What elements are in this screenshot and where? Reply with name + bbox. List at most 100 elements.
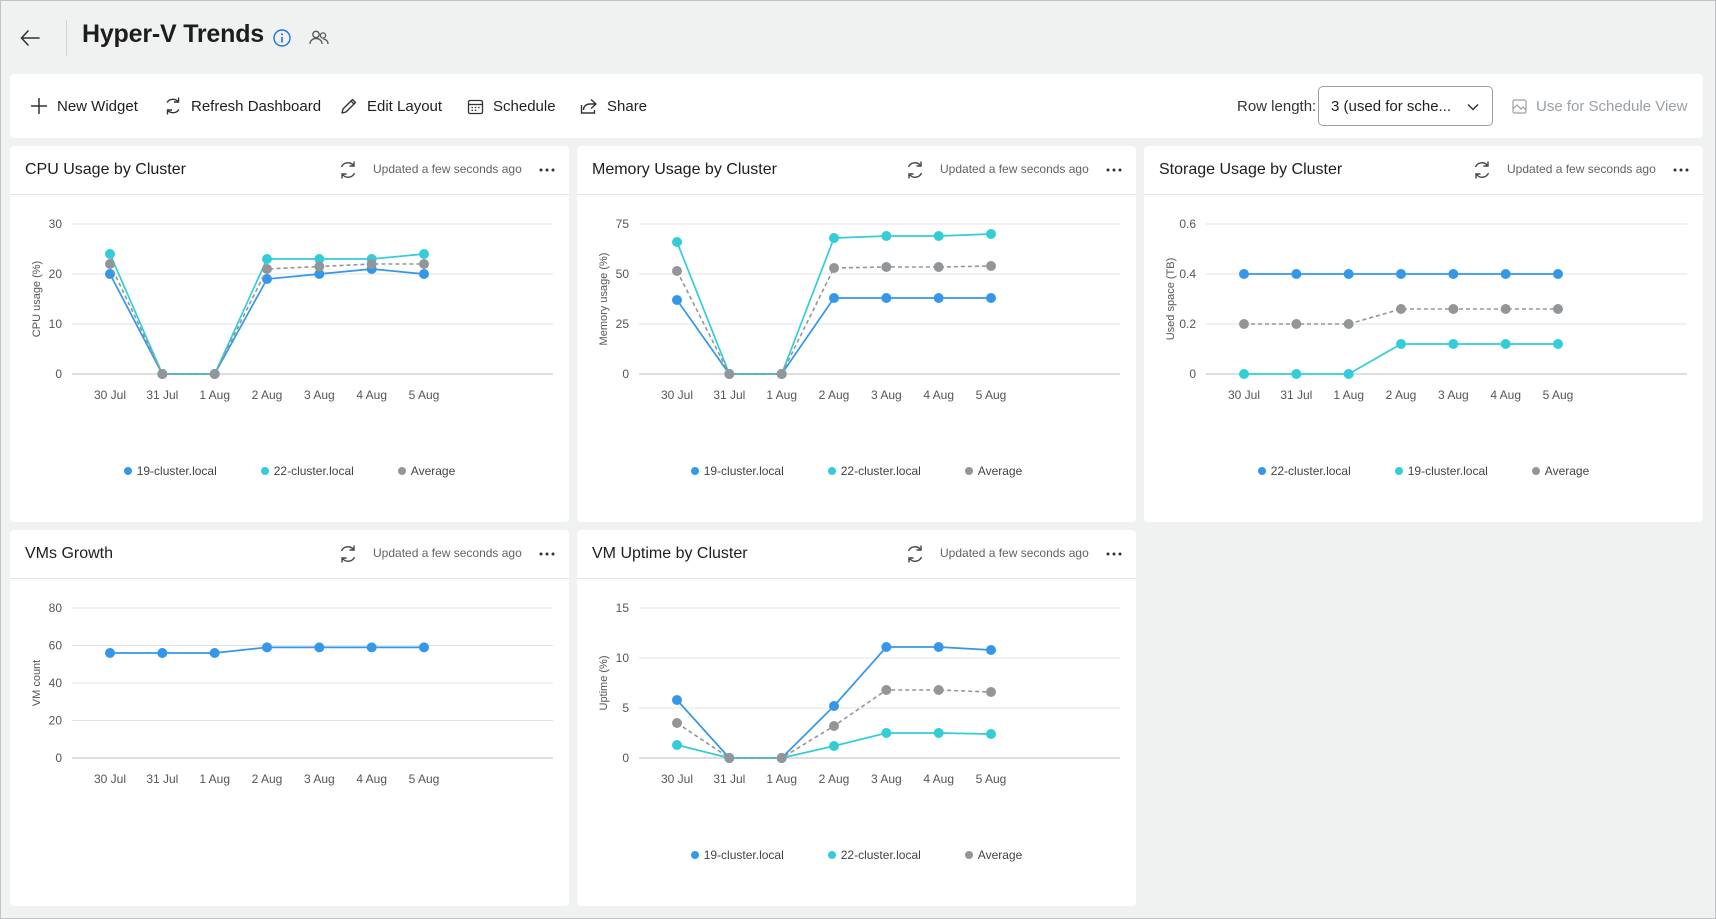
legend-item[interactable]: 22-cluster.local (1257, 464, 1351, 478)
data-point[interactable] (1291, 269, 1302, 279)
data-point[interactable] (881, 293, 892, 303)
data-point[interactable] (986, 729, 996, 739)
data-point[interactable] (157, 369, 168, 379)
data-point[interactable] (933, 293, 944, 303)
data-point[interactable] (672, 295, 682, 305)
widget-refresh-icon[interactable] (1471, 159, 1493, 181)
use-for-schedule-view-button[interactable]: Use for Schedule View (1512, 88, 1687, 124)
legend-item[interactable]: 22-cluster.local (827, 464, 921, 478)
info-icon[interactable] (272, 28, 292, 48)
data-point[interactable] (1343, 369, 1354, 379)
schedule-button[interactable]: Schedule (467, 88, 556, 124)
data-point[interactable] (986, 229, 996, 239)
data-point[interactable] (419, 269, 429, 279)
data-point[interactable] (829, 741, 839, 751)
data-point[interactable] (724, 753, 735, 763)
legend-item[interactable]: Average (1531, 464, 1589, 478)
more-options-icon[interactable] (536, 543, 558, 565)
legend-item[interactable]: 22-cluster.local (827, 848, 921, 862)
data-point[interactable] (1553, 339, 1563, 349)
data-point[interactable] (881, 262, 892, 272)
data-point[interactable] (1448, 304, 1459, 314)
data-point[interactable] (1500, 269, 1511, 279)
data-point[interactable] (157, 648, 168, 658)
data-point[interactable] (1500, 304, 1511, 314)
data-point[interactable] (1343, 269, 1354, 279)
data-point[interactable] (776, 753, 787, 763)
data-point[interactable] (672, 718, 682, 728)
data-point[interactable] (986, 645, 996, 655)
data-point[interactable] (986, 261, 996, 271)
data-point[interactable] (829, 293, 839, 303)
data-point[interactable] (1396, 339, 1406, 349)
data-point[interactable] (419, 642, 429, 653)
share-button[interactable]: Share (580, 88, 647, 124)
data-point[interactable] (672, 695, 682, 705)
data-point[interactable] (105, 249, 115, 259)
data-point[interactable] (986, 293, 996, 303)
data-point[interactable] (776, 369, 787, 379)
data-point[interactable] (314, 261, 325, 272)
data-point[interactable] (1291, 319, 1302, 329)
data-point[interactable] (1553, 269, 1563, 279)
data-point[interactable] (881, 728, 892, 738)
legend-item[interactable]: Average (964, 848, 1022, 862)
row-length-select[interactable]: 3 (used for sche... (1318, 86, 1493, 126)
refresh-dashboard-button[interactable]: Refresh Dashboard (164, 88, 321, 124)
data-point[interactable] (419, 259, 429, 269)
data-point[interactable] (1396, 269, 1406, 279)
legend-item[interactable]: 22-cluster.local (260, 464, 354, 478)
data-point[interactable] (366, 259, 377, 269)
data-point[interactable] (881, 685, 892, 695)
data-point[interactable] (105, 259, 115, 269)
data-point[interactable] (933, 728, 944, 738)
data-point[interactable] (1291, 369, 1302, 379)
data-point[interactable] (986, 687, 996, 697)
data-point[interactable] (105, 269, 115, 279)
data-point[interactable] (672, 237, 682, 247)
data-point[interactable] (1448, 339, 1459, 349)
data-point[interactable] (1239, 319, 1249, 329)
data-point[interactable] (419, 249, 429, 259)
widget-refresh-icon[interactable] (904, 159, 926, 181)
data-point[interactable] (209, 369, 220, 379)
back-button[interactable] (16, 24, 44, 52)
widget-refresh-icon[interactable] (904, 543, 926, 565)
data-point[interactable] (1343, 319, 1354, 329)
data-point[interactable] (829, 701, 839, 711)
data-point[interactable] (829, 721, 839, 731)
data-point[interactable] (933, 262, 944, 272)
data-point[interactable] (105, 648, 115, 658)
data-point[interactable] (933, 685, 944, 695)
data-point[interactable] (1553, 304, 1563, 314)
data-point[interactable] (314, 642, 325, 653)
legend-item[interactable]: 19-cluster.local (1394, 464, 1488, 478)
data-point[interactable] (366, 642, 377, 653)
more-options-icon[interactable] (1103, 159, 1125, 181)
edit-layout-button[interactable]: Edit Layout (340, 88, 442, 124)
data-point[interactable] (933, 642, 944, 652)
data-point[interactable] (314, 254, 325, 264)
data-point[interactable] (881, 231, 892, 241)
data-point[interactable] (724, 369, 735, 379)
legend-item[interactable]: 19-cluster.local (123, 464, 217, 478)
data-point[interactable] (1239, 269, 1249, 279)
legend-item[interactable]: Average (964, 464, 1022, 478)
data-point[interactable] (829, 233, 839, 243)
data-point[interactable] (672, 266, 682, 276)
data-point[interactable] (262, 642, 272, 653)
more-options-icon[interactable] (1103, 543, 1125, 565)
data-point[interactable] (1239, 369, 1249, 379)
more-options-icon[interactable] (536, 159, 558, 181)
new-widget-button[interactable]: New Widget (30, 88, 138, 124)
data-point[interactable] (262, 274, 272, 284)
legend-item[interactable]: 19-cluster.local (690, 848, 784, 862)
data-point[interactable] (1448, 269, 1459, 279)
data-point[interactable] (829, 263, 839, 273)
data-point[interactable] (933, 231, 944, 241)
more-options-icon[interactable] (1670, 159, 1692, 181)
data-point[interactable] (672, 740, 682, 750)
widget-refresh-icon[interactable] (337, 159, 359, 181)
legend-item[interactable]: Average (397, 464, 455, 478)
users-icon[interactable] (308, 27, 330, 49)
